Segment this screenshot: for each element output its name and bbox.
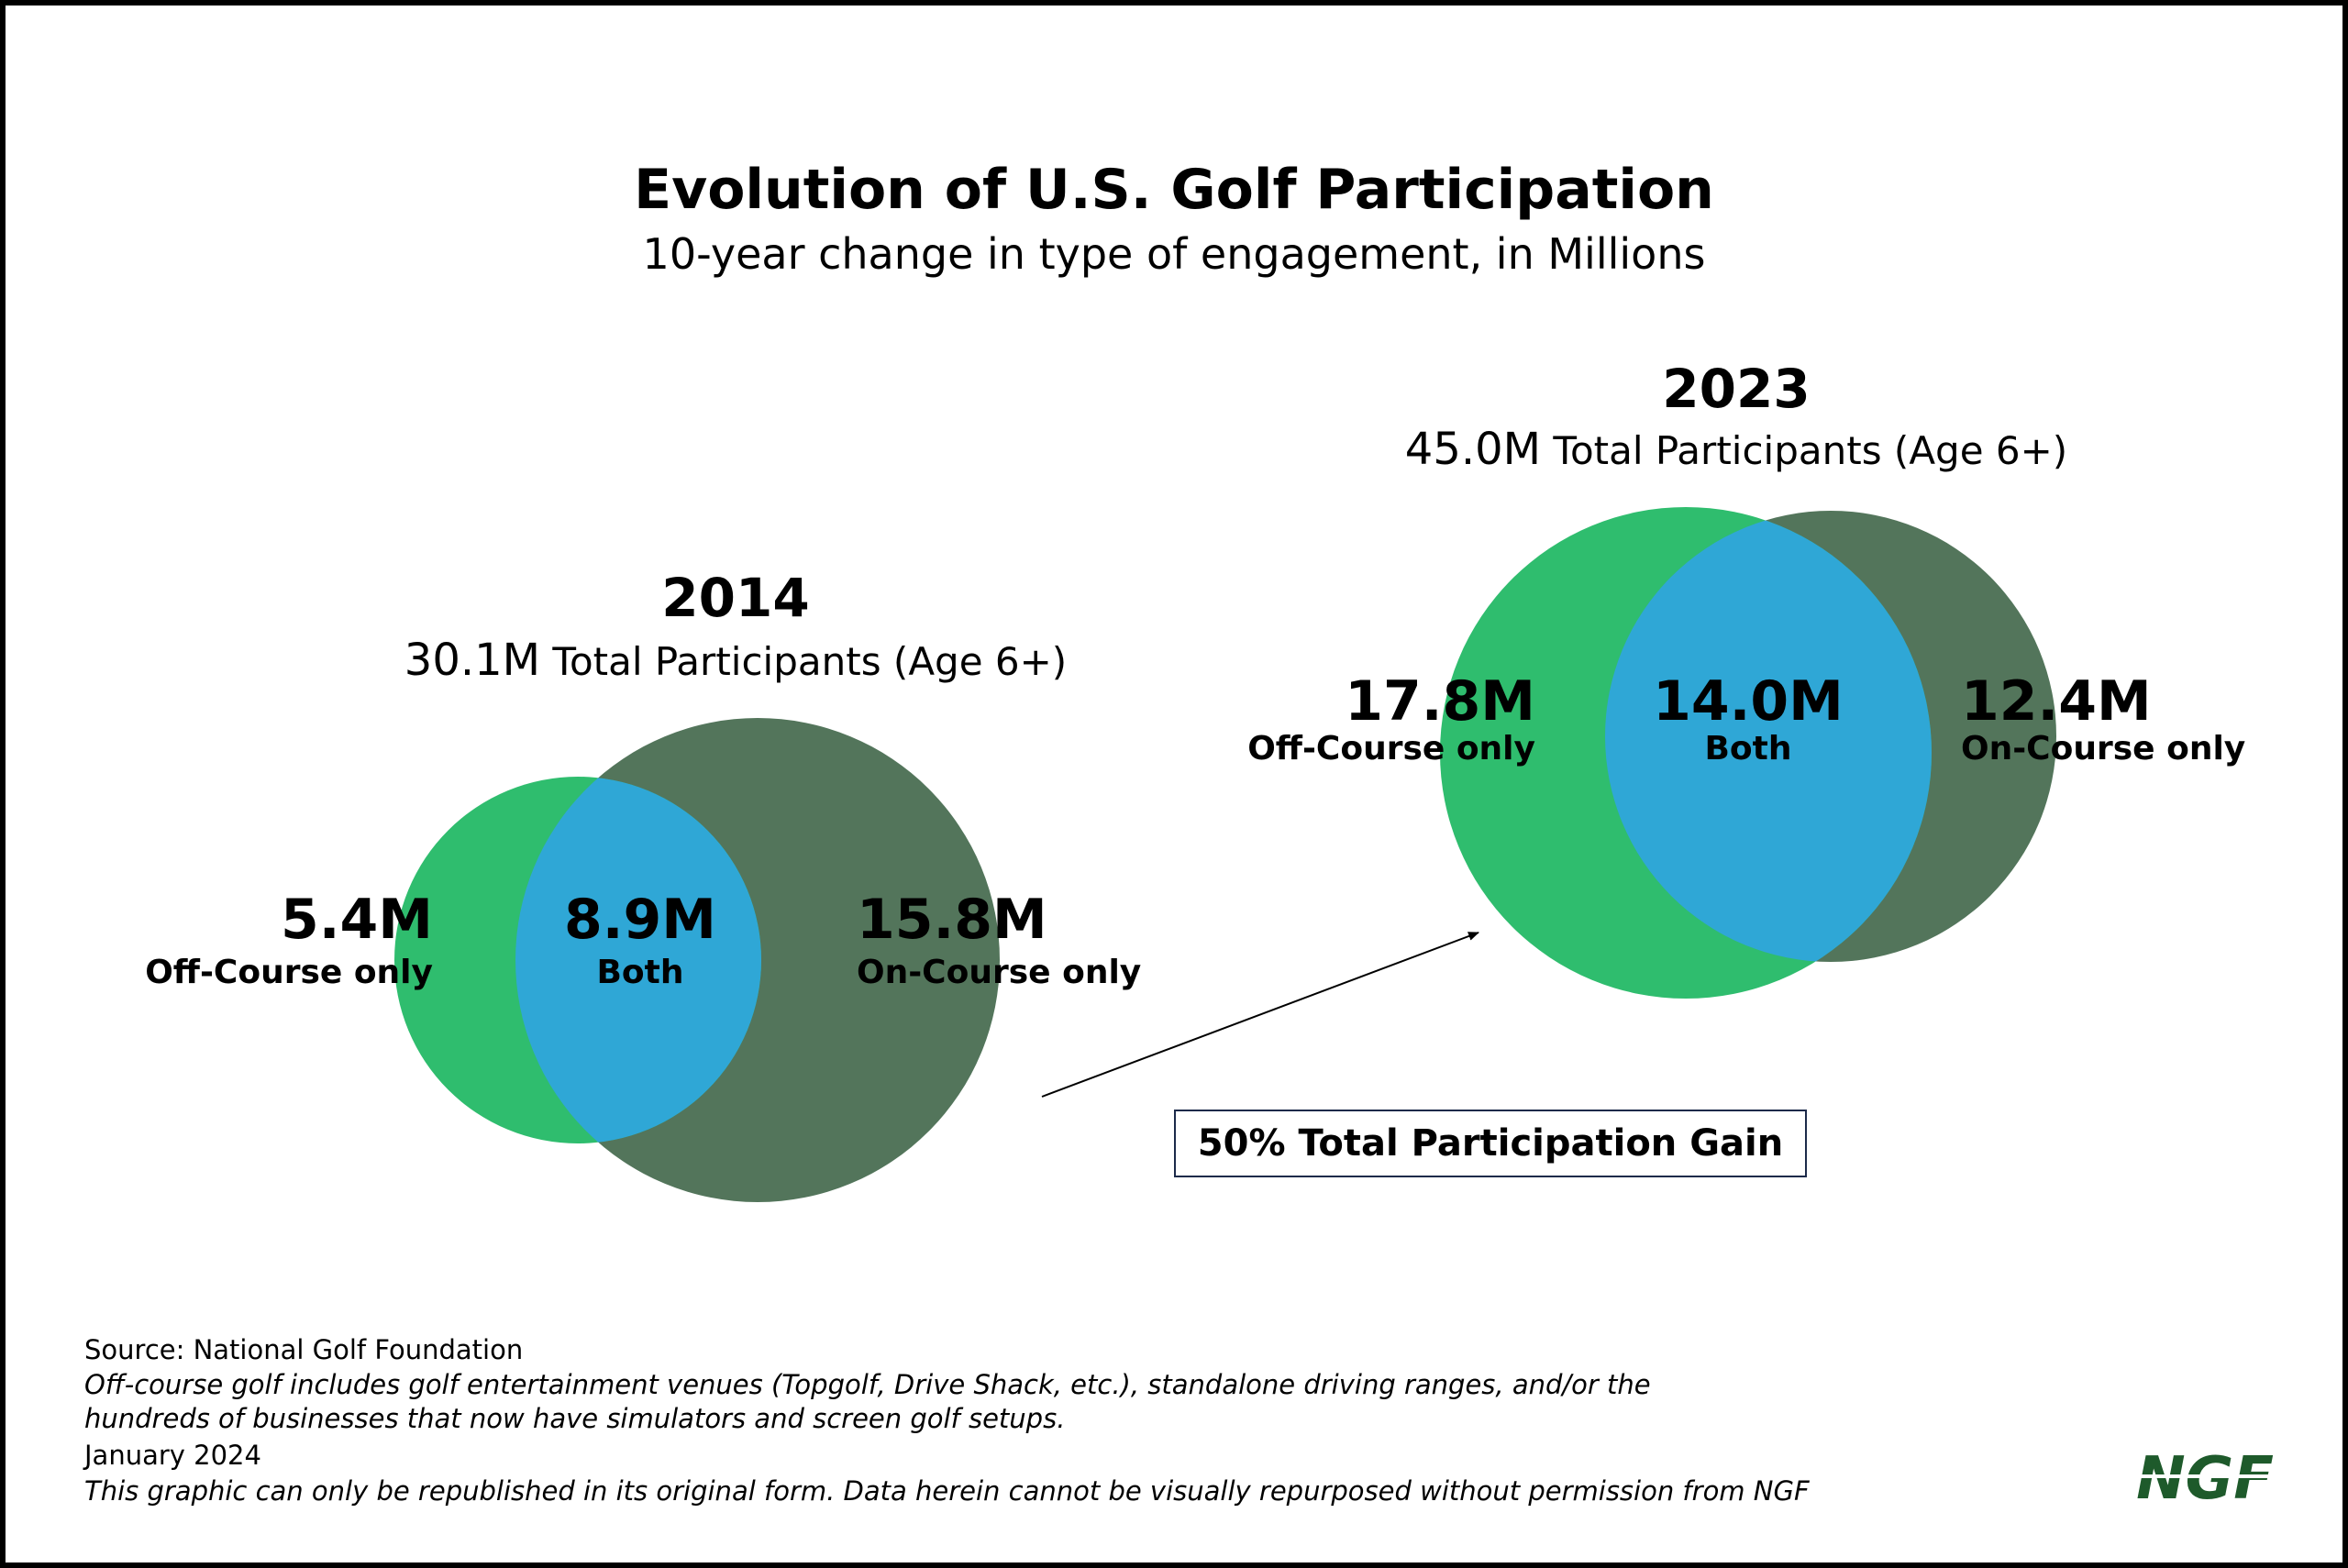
total-2023: 45.0M Total Participants (Age 6+) bbox=[1324, 424, 2149, 475]
venn-2014-both-overlap bbox=[515, 777, 761, 1143]
venn-2014-on-course-value: 15.8M bbox=[857, 888, 1047, 952]
venn-2023-both-label: Both bbox=[1704, 730, 1792, 767]
total-2023-value: 45.0M bbox=[1404, 424, 1542, 475]
footer-date: January 2024 bbox=[84, 1440, 261, 1471]
venn-2014-off-course-label: Off-Course only bbox=[145, 954, 433, 991]
venn-2023-on-course-label: On-Course only bbox=[1961, 730, 2246, 767]
ngf-logo: NGF bbox=[2119, 1447, 2293, 1511]
venn-2014-on-course-label: On-Course only bbox=[857, 954, 1142, 991]
footer-note-line2: hundreds of businesses that now have sim… bbox=[84, 1403, 1066, 1434]
venn-2023-both-overlap bbox=[1605, 511, 1932, 962]
footer-disclaimer: This graphic can only be republished in … bbox=[84, 1475, 1810, 1507]
total-2014-value: 30.1M bbox=[404, 635, 541, 686]
total-2014: 30.1M Total Participants (Age 6+) bbox=[369, 635, 1102, 686]
venn-2023-both-value: 14.0M bbox=[1653, 669, 1844, 734]
year-2023-label: 2023 bbox=[1662, 358, 1811, 420]
total-2023-label: Total Participants (Age 6+) bbox=[1541, 428, 2068, 473]
page-subtitle: 10-year change in type of engagement, in… bbox=[642, 229, 1706, 279]
venn-2014-both-label: Both bbox=[596, 954, 684, 991]
year-2014-label: 2014 bbox=[661, 567, 810, 629]
ngf-logo-text: NGF bbox=[2136, 1447, 2274, 1511]
participation-gain-box: 50% Total Participation Gain bbox=[1174, 1110, 1807, 1177]
growth-arrow bbox=[1041, 932, 1479, 1098]
venn-2023-off-course-label: Off-Course only bbox=[1247, 730, 1535, 767]
participation-gain-label: 50% Total Participation Gain bbox=[1197, 1122, 1784, 1165]
page-title: Evolution of U.S. Golf Participation bbox=[634, 158, 1714, 222]
total-2014-label: Total Participants (Age 6+) bbox=[540, 639, 1068, 684]
venn-2014-both-value: 8.9M bbox=[564, 888, 716, 952]
footer-note-line1: Off-course golf includes golf entertainm… bbox=[84, 1369, 1651, 1400]
ngf-logo-stripe bbox=[2119, 1474, 2293, 1478]
footer-source: Source: National Golf Foundation bbox=[84, 1334, 524, 1365]
venn-2023-off-course-value: 17.8M bbox=[1345, 669, 1535, 734]
venn-2014-off-course-value: 5.4M bbox=[281, 888, 433, 952]
venn-2023-on-course-value: 12.4M bbox=[1961, 669, 2152, 734]
